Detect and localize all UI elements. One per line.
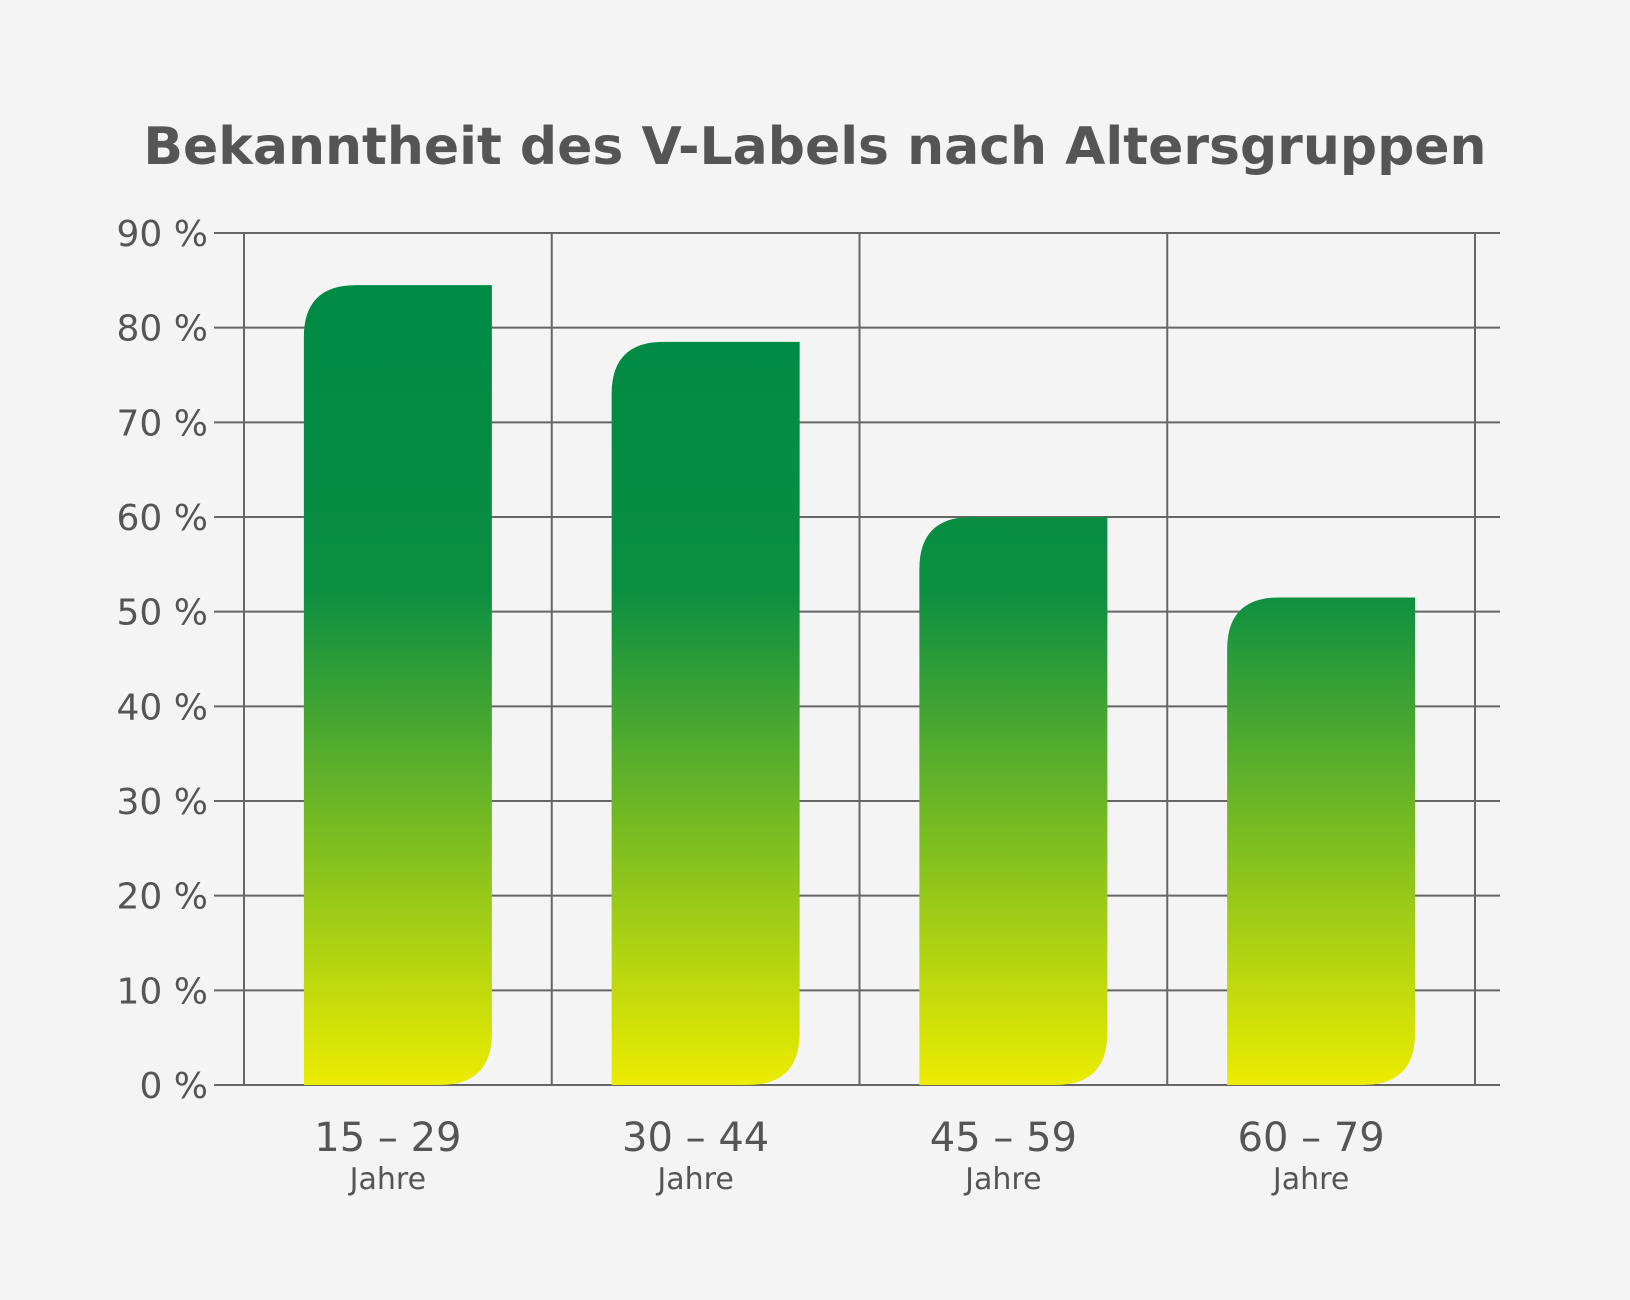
chart-title: Bekanntheit des V-Labels nach Altersgrup… <box>143 117 1486 177</box>
y-tick-label: 20 % <box>117 877 208 918</box>
bar-1 <box>303 285 492 1086</box>
bar-3 <box>919 517 1108 1085</box>
y-tick-label: 90 % <box>117 214 208 255</box>
x-category-sublabel: Jahre <box>963 1162 1041 1197</box>
bar-4 <box>1227 597 1416 1085</box>
x-category-label: 15 – 29 <box>314 1115 461 1161</box>
bars <box>303 285 1416 1086</box>
y-tick-label: 80 % <box>117 309 208 350</box>
y-tick-label: 30 % <box>117 782 208 823</box>
y-tick-label: 50 % <box>117 593 208 634</box>
y-tick-label: 60 % <box>117 498 208 539</box>
bar-2 <box>611 341 800 1085</box>
x-category-sublabel: Jahre <box>655 1162 733 1197</box>
y-tick-label: 40 % <box>117 687 208 728</box>
x-category-label: 45 – 59 <box>930 1115 1077 1161</box>
x-category-label: 30 – 44 <box>622 1115 769 1161</box>
x-category-sublabel: Jahre <box>1271 1162 1349 1197</box>
x-category-sublabel: Jahre <box>348 1162 426 1197</box>
y-tick-label: 70 % <box>117 403 208 444</box>
y-axis-ticks: 0 % 10 % 20 % 30 % 40 % 50 % 60 % 70 % 80 % 90 % <box>117 214 208 1107</box>
y-tick-label: 10 % <box>117 971 208 1012</box>
y-tick-label: 0 % <box>139 1066 208 1107</box>
x-category-label: 60 – 79 <box>1238 1115 1385 1161</box>
